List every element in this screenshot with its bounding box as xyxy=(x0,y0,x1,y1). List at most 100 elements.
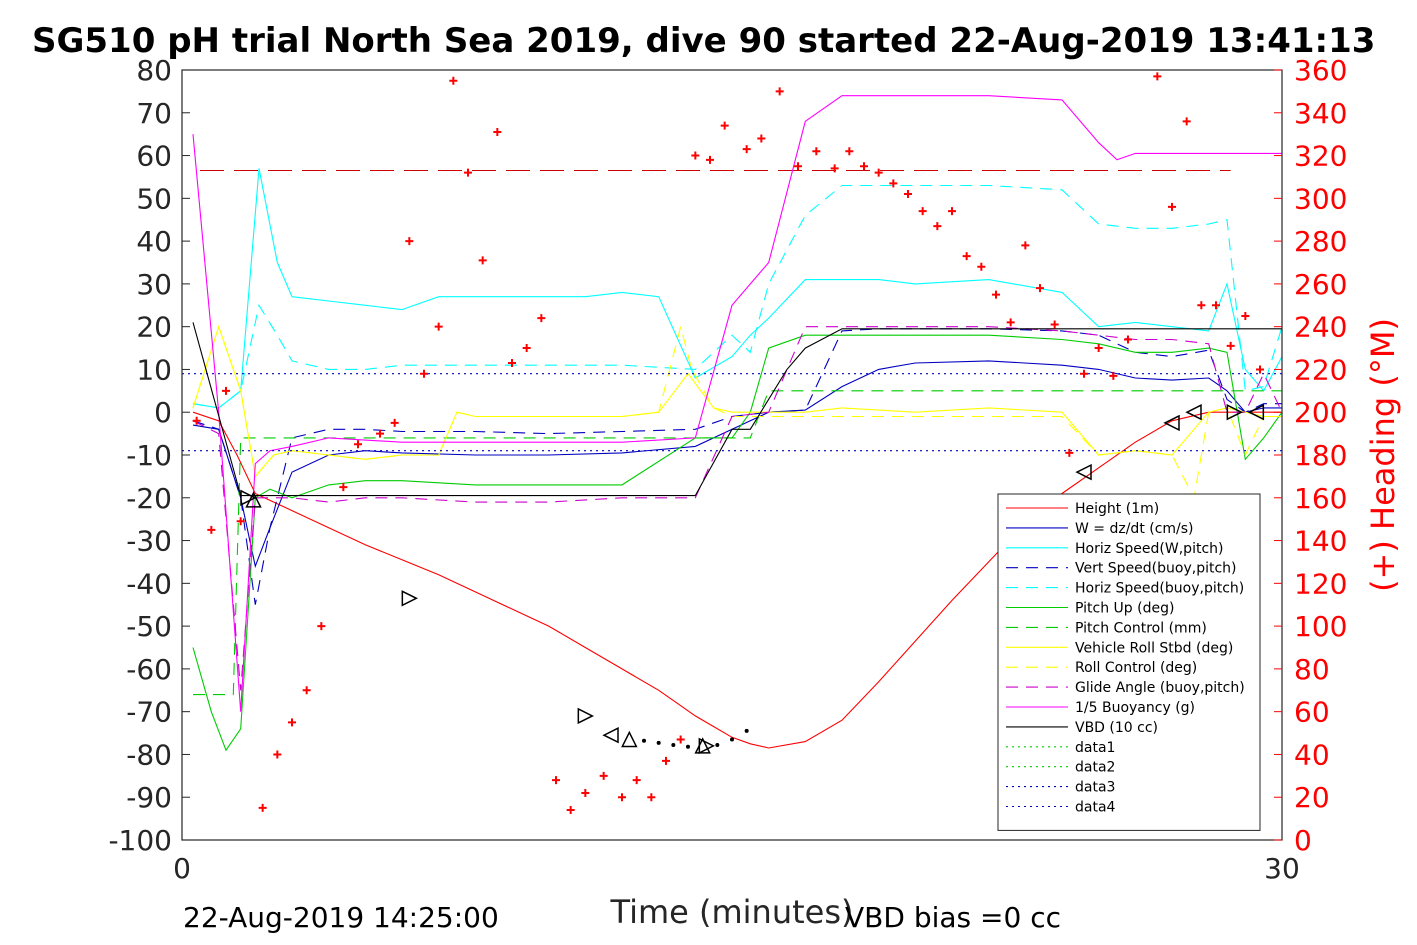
right-tick-label: 20 xyxy=(1294,781,1330,814)
heading-point xyxy=(1153,72,1162,81)
dot-marker xyxy=(744,728,749,733)
heading-point xyxy=(522,344,531,353)
heading-point xyxy=(302,686,311,695)
series-line-3 xyxy=(192,328,1282,605)
heading-point xyxy=(812,147,821,156)
heading-point xyxy=(933,222,942,231)
heading-point xyxy=(948,207,956,216)
dot-marker xyxy=(642,738,646,743)
heading-point xyxy=(508,359,516,368)
legend-label: data3 xyxy=(1075,780,1115,796)
heading-point xyxy=(874,168,883,177)
right-tick-label: 140 xyxy=(1294,525,1347,558)
left-tick-label: 30 xyxy=(136,268,172,301)
right-tick-label: 80 xyxy=(1294,653,1330,686)
dot-marker xyxy=(715,743,720,748)
triangle-marker xyxy=(602,726,619,744)
heading-point xyxy=(918,207,927,216)
legend-label: Horiz Speed(W,pitch) xyxy=(1075,541,1223,557)
left-tick-label: 10 xyxy=(136,353,172,386)
heading-point xyxy=(794,162,802,171)
right-tick-label: 160 xyxy=(1294,482,1347,515)
heading-point xyxy=(962,252,971,261)
legend-label: Pitch Up (deg) xyxy=(1075,601,1174,617)
dot-marker xyxy=(656,740,661,745)
right-tick-label: 120 xyxy=(1294,567,1347,600)
heading-point xyxy=(1226,341,1235,350)
legend-label: Vert Speed(buoy,pitch) xyxy=(1075,561,1237,577)
heading-point xyxy=(552,776,560,785)
triangle-marker xyxy=(1075,463,1092,481)
left-tick-label: -50 xyxy=(126,610,172,643)
legend-box xyxy=(997,493,1261,831)
right-tick-label: 180 xyxy=(1294,439,1347,472)
heading-point xyxy=(860,162,868,171)
heading-point xyxy=(1241,311,1250,320)
legend-label: data2 xyxy=(1075,760,1115,776)
footer-timestamp: 22-Aug-2019 14:25:00 xyxy=(183,901,499,934)
legend-label: data1 xyxy=(1075,740,1115,756)
heading-point xyxy=(405,237,414,246)
heading-point xyxy=(742,145,751,154)
right-tick-label: 320 xyxy=(1294,140,1347,173)
heading-point xyxy=(566,806,575,815)
heading-point xyxy=(1094,344,1103,353)
x-tick-label: 30 xyxy=(1264,852,1300,885)
footer-vbd-bias: VBD bias =0 cc xyxy=(845,901,1061,934)
triangle-marker xyxy=(1163,414,1180,432)
heading-point xyxy=(1036,284,1044,293)
legend-label: data4 xyxy=(1075,800,1116,816)
left-tick-label: -40 xyxy=(126,567,172,600)
heading-point xyxy=(691,151,700,160)
heading-point xyxy=(904,190,912,199)
heading-point xyxy=(1212,301,1220,310)
right-tick-label: 360 xyxy=(1294,54,1347,87)
right-tick-label: 60 xyxy=(1294,696,1330,729)
triangle-marker xyxy=(577,707,595,725)
right-tick-label: 240 xyxy=(1294,311,1347,344)
heading-point xyxy=(390,418,399,427)
left-tick-label: -60 xyxy=(126,653,172,686)
x-tick-label: 0 xyxy=(173,852,191,885)
legend-label: Pitch Control (mm) xyxy=(1075,620,1207,636)
heading-point xyxy=(1124,335,1132,344)
heading-point xyxy=(1080,369,1088,378)
heading-point xyxy=(581,788,590,797)
right-tick-label: 280 xyxy=(1294,225,1347,258)
series-layer xyxy=(182,95,1283,752)
right-tick-label: 340 xyxy=(1294,97,1347,130)
legend-label: VBD (10 cc) xyxy=(1075,720,1158,736)
heading-point xyxy=(830,164,839,173)
heading-point xyxy=(775,87,784,96)
left-tick-label: -10 xyxy=(126,439,172,472)
series-line-10 xyxy=(192,95,1282,712)
left-tick-label: -100 xyxy=(108,824,172,857)
series-line-6 xyxy=(193,390,1282,696)
left-tick-label: 0 xyxy=(154,396,172,429)
heading-point xyxy=(207,525,216,534)
chart-legend: Height (1m) W = dz/dt (cm/s) Horiz Speed(W… xyxy=(997,493,1261,831)
dot-marker xyxy=(671,743,676,748)
right-y-axis: 3603403203002802602402202001801601401201… xyxy=(1274,54,1347,857)
triangle-marker xyxy=(401,590,419,607)
heading-point xyxy=(376,429,384,438)
triangle-marker xyxy=(698,737,716,755)
heading-point xyxy=(1065,448,1074,457)
right-tick-label: 260 xyxy=(1294,268,1347,301)
heading-point xyxy=(420,369,428,378)
heading-point xyxy=(1168,202,1176,211)
heading-point xyxy=(1109,371,1118,380)
left-tick-label: -30 xyxy=(126,525,172,558)
heading-point xyxy=(599,771,608,780)
triangle-marker xyxy=(1247,404,1265,421)
heading-point xyxy=(464,168,472,177)
legend-label: W = dz/dt (cm/s) xyxy=(1075,521,1194,537)
heading-point xyxy=(1021,241,1030,250)
right-tick-label: 220 xyxy=(1294,353,1347,386)
right-tick-label: 40 xyxy=(1294,738,1330,771)
series-line-9 xyxy=(192,326,1283,691)
series-line-0 xyxy=(192,411,1282,749)
left-tick-label: -80 xyxy=(126,738,172,771)
